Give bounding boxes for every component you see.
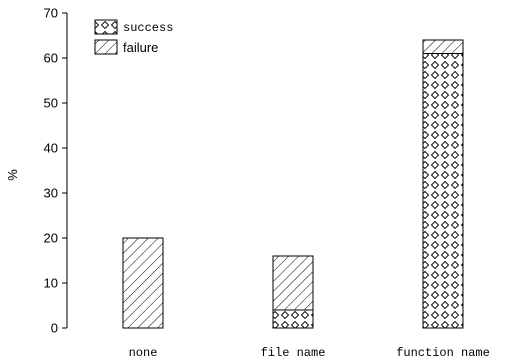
x-category-label: none — [129, 346, 158, 360]
y-tick-label: 20 — [44, 231, 58, 246]
x-category-label: file name — [261, 346, 326, 360]
y-tick-label: 50 — [44, 96, 58, 111]
bars — [122, 39, 464, 329]
legend-swatch-success — [94, 19, 118, 35]
bar-failure-0 — [122, 237, 164, 329]
bar-success-1 — [272, 309, 314, 329]
legend: success failure — [94, 19, 173, 55]
x-category-label: function name — [396, 346, 490, 360]
y-axis: 0 10 20 30 40 50 60 70 — [44, 6, 68, 336]
bar-failure-1 — [272, 255, 314, 311]
legend-label-success: success — [123, 21, 173, 35]
y-axis-label: % — [5, 169, 20, 181]
y-tick-label: 30 — [44, 186, 58, 201]
y-tick-label: 60 — [44, 51, 58, 66]
bar-failure-2 — [422, 39, 464, 54]
bar-success-2 — [422, 53, 464, 329]
y-tick-label: 10 — [44, 276, 58, 291]
legend-label-failure: failure — [123, 40, 158, 55]
x-axis-labels: none file name function name — [129, 346, 490, 360]
legend-swatch-failure — [94, 39, 118, 55]
y-tick-label: 0 — [51, 321, 58, 336]
y-tick-label: 70 — [44, 6, 58, 21]
y-tick-label: 40 — [44, 141, 58, 156]
